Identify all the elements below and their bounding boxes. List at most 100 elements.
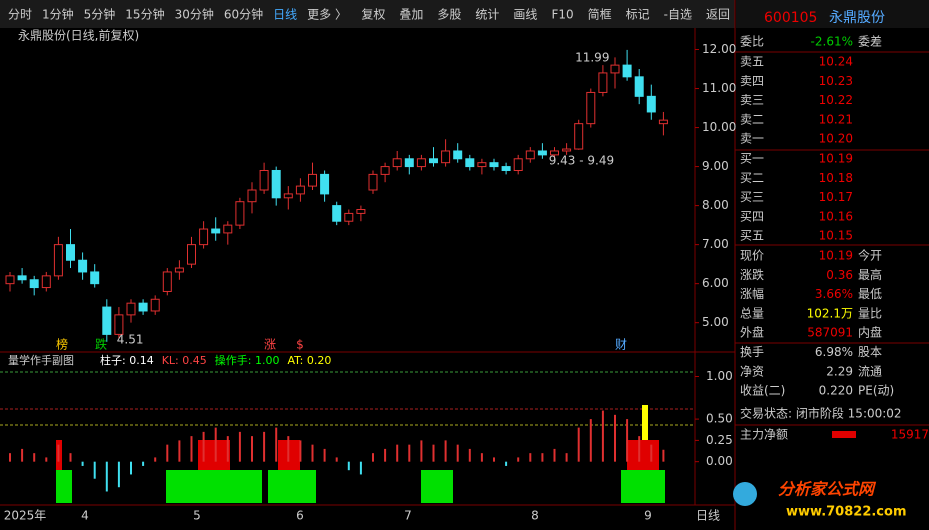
logo-url: www.70822.com [786,505,907,520]
tool-button[interactable]: 返回 [706,8,730,22]
x-label: 9 [644,509,652,523]
row-value: 3.66% [815,287,853,301]
candle-body [259,169,269,191]
row-value: 10.19 [819,249,853,263]
candle-body [392,158,402,168]
row-value: 10.23 [819,74,853,88]
tab[interactable]: 60分钟 [224,7,263,22]
y-tick-label: 6.00 [702,276,729,290]
candle-body [344,212,354,222]
row-label: 买三 [740,190,764,204]
candle-body [525,150,535,160]
candle-body [295,185,305,195]
tool-button[interactable]: 画线 [513,8,537,22]
net-label: 主力净额 [740,428,788,442]
candle-body [66,244,75,261]
indicator-param: AT: 0.20 [287,354,331,367]
x-label: 2025年 [4,509,47,523]
annotation: 9.43 - 9.49 [549,153,614,167]
tab[interactable]: 日线 [273,8,297,22]
x-label: 8 [531,509,539,523]
tool-button[interactable]: -自选 [664,8,692,22]
candle-body [332,205,342,222]
candle-body [53,244,63,277]
tool-button[interactable]: 标记 [626,8,650,22]
row-value: 10.22 [819,93,853,107]
candle-body [550,150,559,156]
candle-body [562,148,572,152]
tab[interactable]: 1分钟 [42,7,74,22]
tab[interactable]: 30分钟 [175,7,214,22]
candle-body [187,244,196,265]
tool-button[interactable]: 多股 [437,8,461,22]
tab[interactable]: 分时 [8,8,32,22]
tab[interactable]: 更多 〉 [307,8,347,22]
row-label: 买五 [740,229,764,243]
candle-body [102,306,112,335]
row-label: 卖三 [740,93,764,107]
candle-body [356,209,366,214]
row-value: 10.15 [819,229,853,243]
candle-body [223,224,233,234]
row-value: 10.21 [819,112,853,126]
row-label: 最低 [858,287,882,301]
candle-body [634,76,644,97]
candle-body [320,173,330,195]
candle-body [404,158,414,168]
y-tick-label: 0.50 [706,412,733,426]
logo-name: 分析家公式网 [778,480,877,499]
candle-body [622,64,632,78]
tool-button[interactable]: 叠加 [399,8,423,22]
candle-body [199,228,209,246]
row-value: 10.18 [819,171,853,185]
candle-body [126,302,136,316]
candle-body [162,271,172,292]
row-label: 收益(二) [740,384,785,398]
diff-label: 委差 [858,35,882,49]
indicator-param: KL: 0.45 [162,354,207,367]
row-value: 10.19 [819,152,853,166]
candle-body [465,158,475,168]
x-label: 日线 [696,509,720,523]
candle-body [537,150,547,156]
candle-body [114,314,124,335]
x-label: 5 [193,509,201,523]
row-label: 股本 [858,345,882,359]
y-tick-label: 10.00 [702,120,736,134]
y-tick-label: 0.00 [706,454,733,468]
row-label: 最高 [858,267,882,282]
candle-body [501,166,511,171]
tool-button[interactable]: 简框 [588,8,612,22]
row-label: 量比 [858,306,882,320]
marker: 榜 [56,337,68,352]
candle-body [429,158,438,164]
tool-button[interactable]: 统计 [475,8,499,22]
annotation: 11.99 [575,50,609,64]
y-tick-label: 5.00 [702,315,729,329]
y-tick-label: 0.25 [706,433,733,447]
code: 600105 [764,10,817,26]
row-value: 2.29 [826,364,853,378]
candle-body [489,162,499,168]
candle-body [646,95,656,113]
candle-body [150,298,160,312]
row-label: 买二 [740,171,764,185]
candle-body [29,279,39,289]
row-value: 6.98% [815,345,853,359]
tab[interactable]: 15分钟 [125,7,164,22]
tool-button[interactable]: 复权 [361,8,385,22]
candle-body [283,193,293,199]
candle-body [78,259,88,273]
annotation: 4.51 [117,332,144,346]
row-label: 总量 [740,306,764,320]
row-label: 卖一 [740,132,764,146]
row-value: 10.20 [819,132,853,146]
candle-body [513,158,523,171]
ratio-label: 委比 [740,35,764,49]
indicator-param: 操作手: 1.00 [215,353,280,367]
tool-button[interactable]: F10 [551,8,573,22]
row-label: 买一 [740,152,764,166]
tab[interactable]: 5分钟 [84,7,116,22]
candle-body [247,189,257,203]
